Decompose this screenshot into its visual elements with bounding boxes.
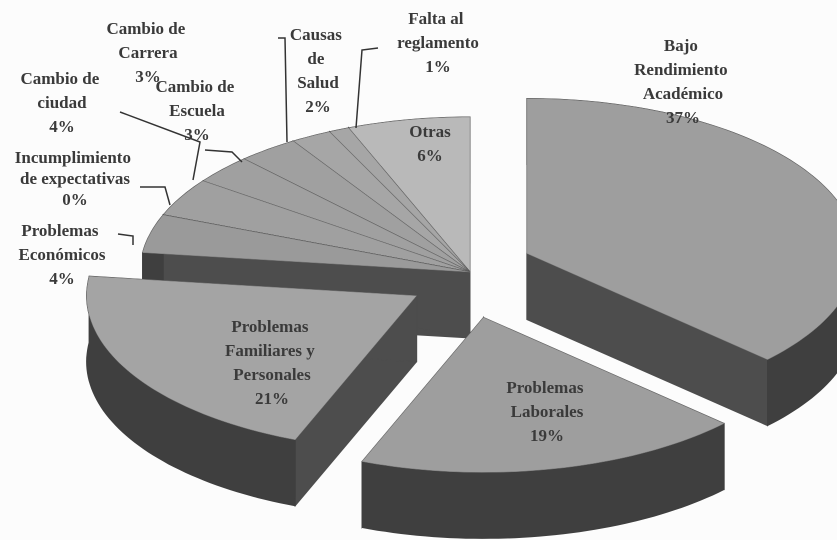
category-label: Problemas Económicos [19,221,106,264]
slice [142,214,471,273]
slice [86,275,418,508]
slice [526,98,837,360]
slice [243,140,471,273]
category-label: Problemas Familiares y Personales [225,317,319,384]
value-label: 1% [425,57,451,76]
category-label: Cambio de Carrera [106,19,189,62]
value-label: 0% [62,190,88,209]
value-label: 19% [530,426,564,445]
leader-line [204,149,243,163]
slice [86,275,418,441]
slice [526,97,837,427]
leader-line [140,186,171,206]
value-label: 2% [305,97,331,116]
category-label: Cambio de Escuela [155,77,238,120]
value-label: 4% [49,117,75,136]
category-label: Bajo Rendimiento Académico [634,36,732,103]
category-label: Incumplimiento de expectativas [15,148,135,188]
value-label: 21% [255,389,289,408]
category-label: Otras [409,122,451,141]
category-label: Cambio de ciudad [20,69,103,112]
value-label: 4% [49,269,75,288]
value-label: 37% [666,108,700,127]
slice [361,316,725,539]
category-label: Problemas Laborales [506,378,587,421]
leader-line [278,37,288,143]
leader-line [355,47,379,129]
slice [361,317,725,473]
labels: Bajo Rendimiento Académico 37% Problemas L… [15,9,732,445]
value-label: 6% [417,146,443,165]
slice [292,131,471,273]
pie [86,97,837,539]
category-label: Causas de Salud [290,25,346,92]
category-label: Falta al reglamento [397,9,479,52]
value-label: 3% [135,67,161,86]
slice [348,116,471,273]
leader-line [119,111,201,181]
value-label: 3% [184,125,210,144]
slice [162,180,471,273]
leader-line [117,233,134,245]
